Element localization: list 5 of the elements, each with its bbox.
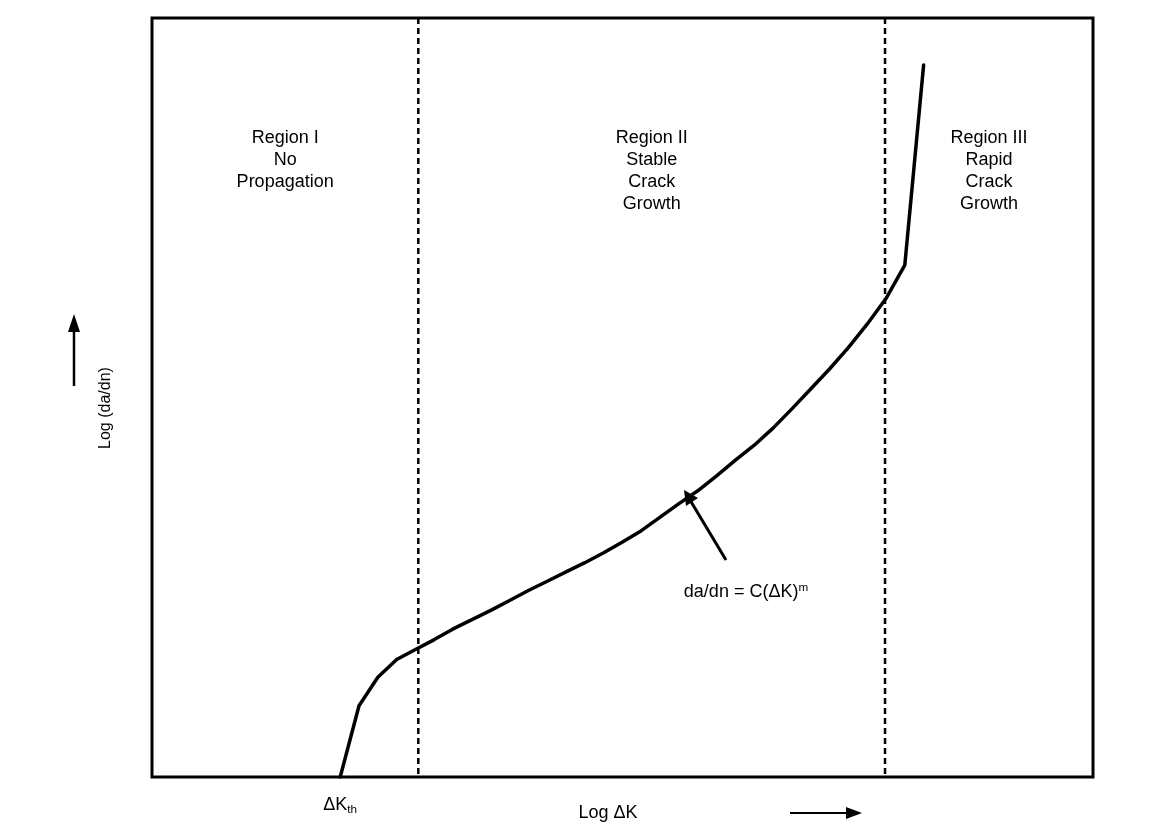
- annotation: Region II Stable Crack Growth: [615, 127, 688, 213]
- x-axis-title: Log ΔK: [578, 802, 638, 822]
- annotation: Region I No Propagation: [236, 127, 334, 191]
- y-axis-title: Log (da/dn): [95, 367, 113, 449]
- annotation: Region III Rapid Crack Growth: [950, 127, 1028, 213]
